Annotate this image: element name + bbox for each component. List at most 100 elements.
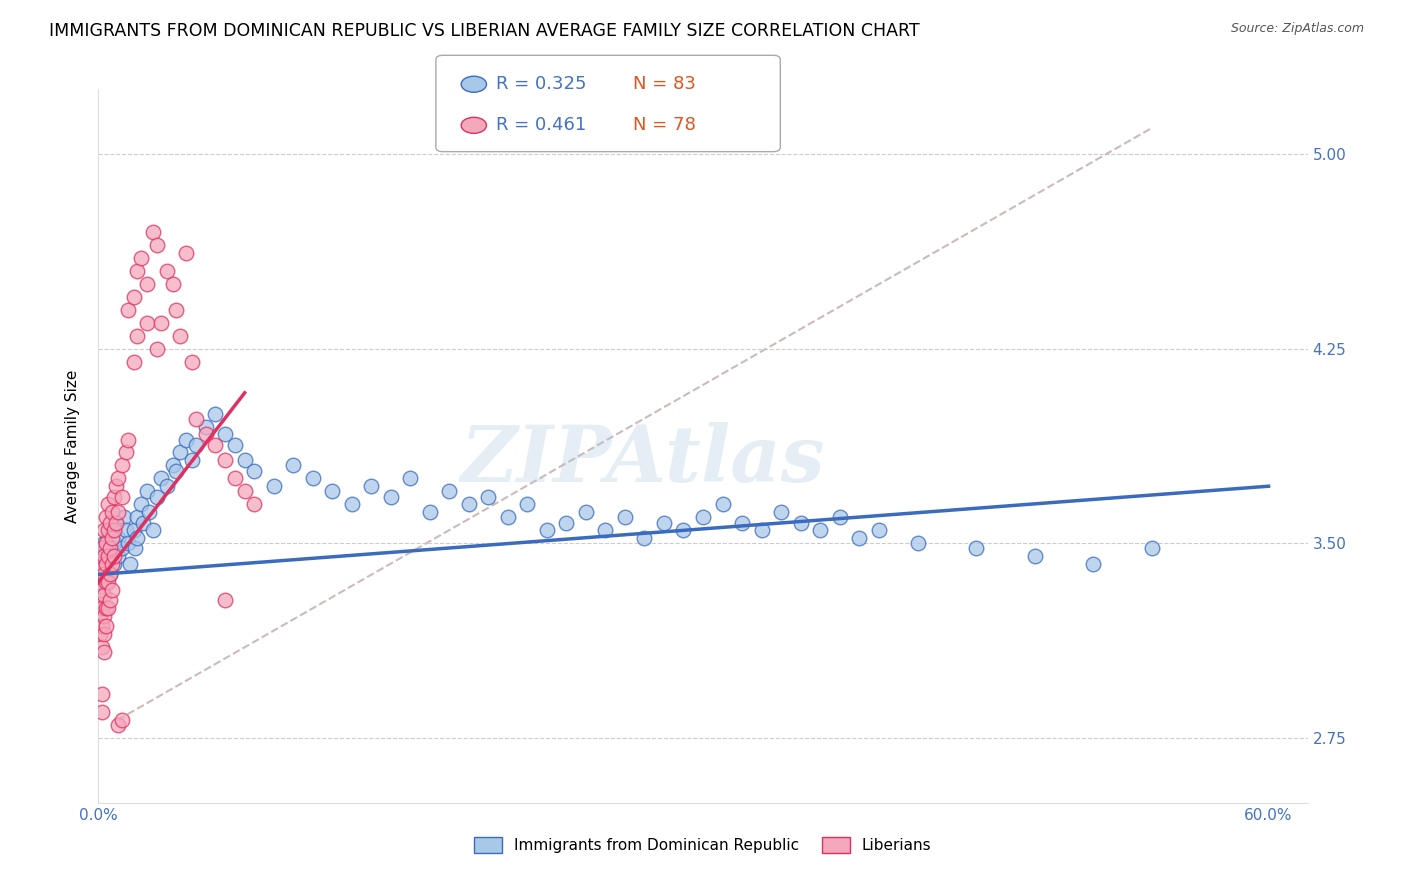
Text: N = 83: N = 83: [633, 75, 696, 94]
Point: [146, 490, 169, 504]
Point: [142, 225, 165, 239]
Point: [98, 516, 121, 530]
Point: [1024, 549, 1046, 564]
Point: [204, 407, 226, 421]
Point: [103, 536, 125, 550]
Point: [93, 575, 115, 590]
Point: [124, 541, 146, 556]
Point: [184, 411, 207, 425]
Point: [93, 609, 115, 624]
Point: [194, 419, 217, 434]
Point: [575, 505, 598, 519]
Point: [89, 609, 111, 624]
Point: [93, 567, 115, 582]
Point: [162, 458, 184, 473]
Point: [156, 264, 179, 278]
Point: [162, 277, 184, 291]
Point: [789, 516, 811, 530]
Point: [138, 505, 160, 519]
Point: [91, 567, 114, 582]
Point: [458, 497, 481, 511]
Point: [536, 524, 558, 538]
Point: [96, 619, 118, 633]
Point: [93, 645, 115, 659]
Point: [97, 524, 120, 538]
Point: [184, 438, 207, 452]
Point: [174, 433, 197, 447]
Point: [1081, 557, 1104, 571]
Text: N = 78: N = 78: [633, 116, 696, 135]
Point: [243, 464, 266, 478]
Point: [302, 471, 325, 485]
Point: [118, 557, 141, 571]
Point: [117, 536, 139, 550]
Point: [91, 640, 114, 654]
Point: [131, 251, 153, 265]
Point: [91, 582, 114, 597]
Point: [340, 497, 363, 511]
Point: [181, 354, 204, 368]
Point: [174, 245, 197, 260]
Point: [132, 516, 155, 530]
Point: [516, 497, 538, 511]
Point: [97, 531, 120, 545]
Point: [96, 541, 118, 556]
Point: [224, 471, 246, 485]
Point: [101, 557, 124, 571]
Text: R = 0.325: R = 0.325: [496, 75, 586, 94]
Point: [96, 601, 118, 615]
Point: [122, 290, 145, 304]
Point: [112, 510, 135, 524]
Point: [283, 458, 305, 473]
Point: [97, 575, 120, 590]
Point: [107, 471, 129, 485]
Point: [127, 328, 149, 343]
Point: [91, 619, 114, 633]
Point: [136, 484, 159, 499]
Point: [439, 484, 461, 499]
Point: [96, 575, 118, 590]
Point: [96, 510, 118, 524]
Point: [360, 479, 382, 493]
Point: [181, 453, 204, 467]
Point: [633, 531, 655, 545]
Y-axis label: Average Family Size: Average Family Size: [65, 369, 80, 523]
Text: Source: ZipAtlas.com: Source: ZipAtlas.com: [1230, 22, 1364, 36]
Point: [91, 601, 114, 615]
Point: [91, 562, 114, 576]
Point: [91, 549, 114, 564]
Point: [107, 718, 129, 732]
Point: [214, 453, 236, 467]
Point: [89, 557, 111, 571]
Point: [808, 524, 831, 538]
Point: [711, 497, 734, 511]
Point: [127, 531, 149, 545]
Point: [91, 687, 114, 701]
Point: [104, 516, 127, 530]
Point: [114, 445, 136, 459]
Point: [103, 490, 125, 504]
Point: [672, 524, 695, 538]
Point: [233, 484, 256, 499]
Point: [93, 588, 115, 602]
Point: [769, 505, 792, 519]
Point: [149, 471, 172, 485]
Point: [131, 497, 153, 511]
Point: [101, 524, 124, 538]
Point: [98, 567, 121, 582]
Point: [103, 549, 125, 564]
Point: [614, 510, 637, 524]
Point: [107, 531, 129, 545]
Point: [101, 531, 124, 545]
Point: [595, 524, 617, 538]
Point: [107, 549, 129, 564]
Point: [214, 593, 236, 607]
Point: [204, 438, 226, 452]
Point: [111, 541, 134, 556]
Point: [224, 438, 246, 452]
Point: [1140, 541, 1163, 556]
Point: [96, 562, 118, 576]
Point: [93, 549, 115, 564]
Point: [91, 705, 114, 719]
Text: IMMIGRANTS FROM DOMINICAN REPUBLIC VS LIBERIAN AVERAGE FAMILY SIZE CORRELATION C: IMMIGRANTS FROM DOMINICAN REPUBLIC VS LI…: [49, 22, 920, 40]
